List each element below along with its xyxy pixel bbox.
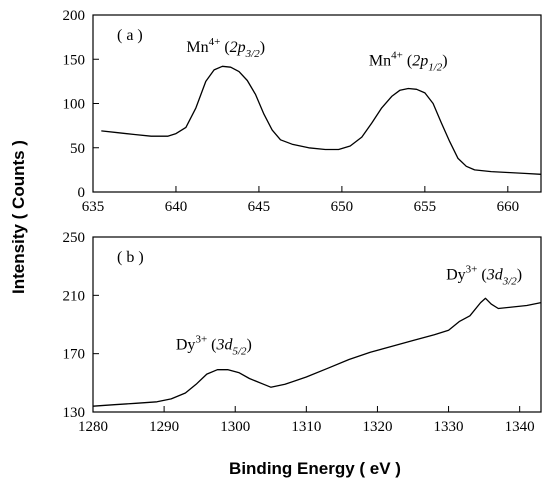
x-tick-label-b: 1330 [434,419,464,435]
x-tick-label-a: 660 [497,199,520,215]
y-tick-label-a: 200 [63,8,86,24]
x-tick-label-a: 645 [248,199,271,215]
y-tick-label-a: 150 [63,52,86,68]
x-tick-label-b: 1320 [362,419,392,435]
x-tick-label-b: 1300 [220,419,250,435]
panel-label-a: ( a ) [117,27,143,44]
y-tick-label-a: 100 [63,97,86,113]
panel-frame-b [92,236,542,413]
series-line-b [92,297,542,407]
peak-annotation-a-2: Mn4+ (2p1/2) [369,49,448,73]
peak-annotation-a-1: Mn4+ (2p3/2) [186,36,265,60]
panel-frame-a [92,14,542,193]
peak-annotation-b-2: Dy3+ (3d3/2) [446,263,522,287]
y-tick-label-a: 50 [70,141,85,157]
series-line-a [101,65,542,175]
x-tick-label-a: 655 [414,199,437,215]
x-tick-label-a: 650 [331,199,354,215]
y-axis-title: Intensity ( Counts ) [9,140,28,294]
x-tick-label-a: 640 [165,199,188,215]
y-tick-label-a: 0 [78,185,86,201]
x-axis-title: Binding Energy ( eV ) [229,459,401,478]
x-tick-label-b: 1310 [291,419,321,435]
y-tick-label-b: 210 [63,288,86,304]
y-tick-label-b: 250 [63,230,86,246]
x-tick-label-b: 1290 [149,419,179,435]
y-tick-label-b: 130 [63,405,86,421]
x-tick-label-a: 635 [82,199,105,215]
y-tick-label-b: 170 [63,347,86,363]
x-tick-label-b: 1340 [505,419,535,435]
x-tick-label-b: 1280 [78,419,108,435]
panel-label-b: ( b ) [117,249,144,266]
peak-annotation-b-1: Dy3+ (3d5/2) [176,333,252,357]
